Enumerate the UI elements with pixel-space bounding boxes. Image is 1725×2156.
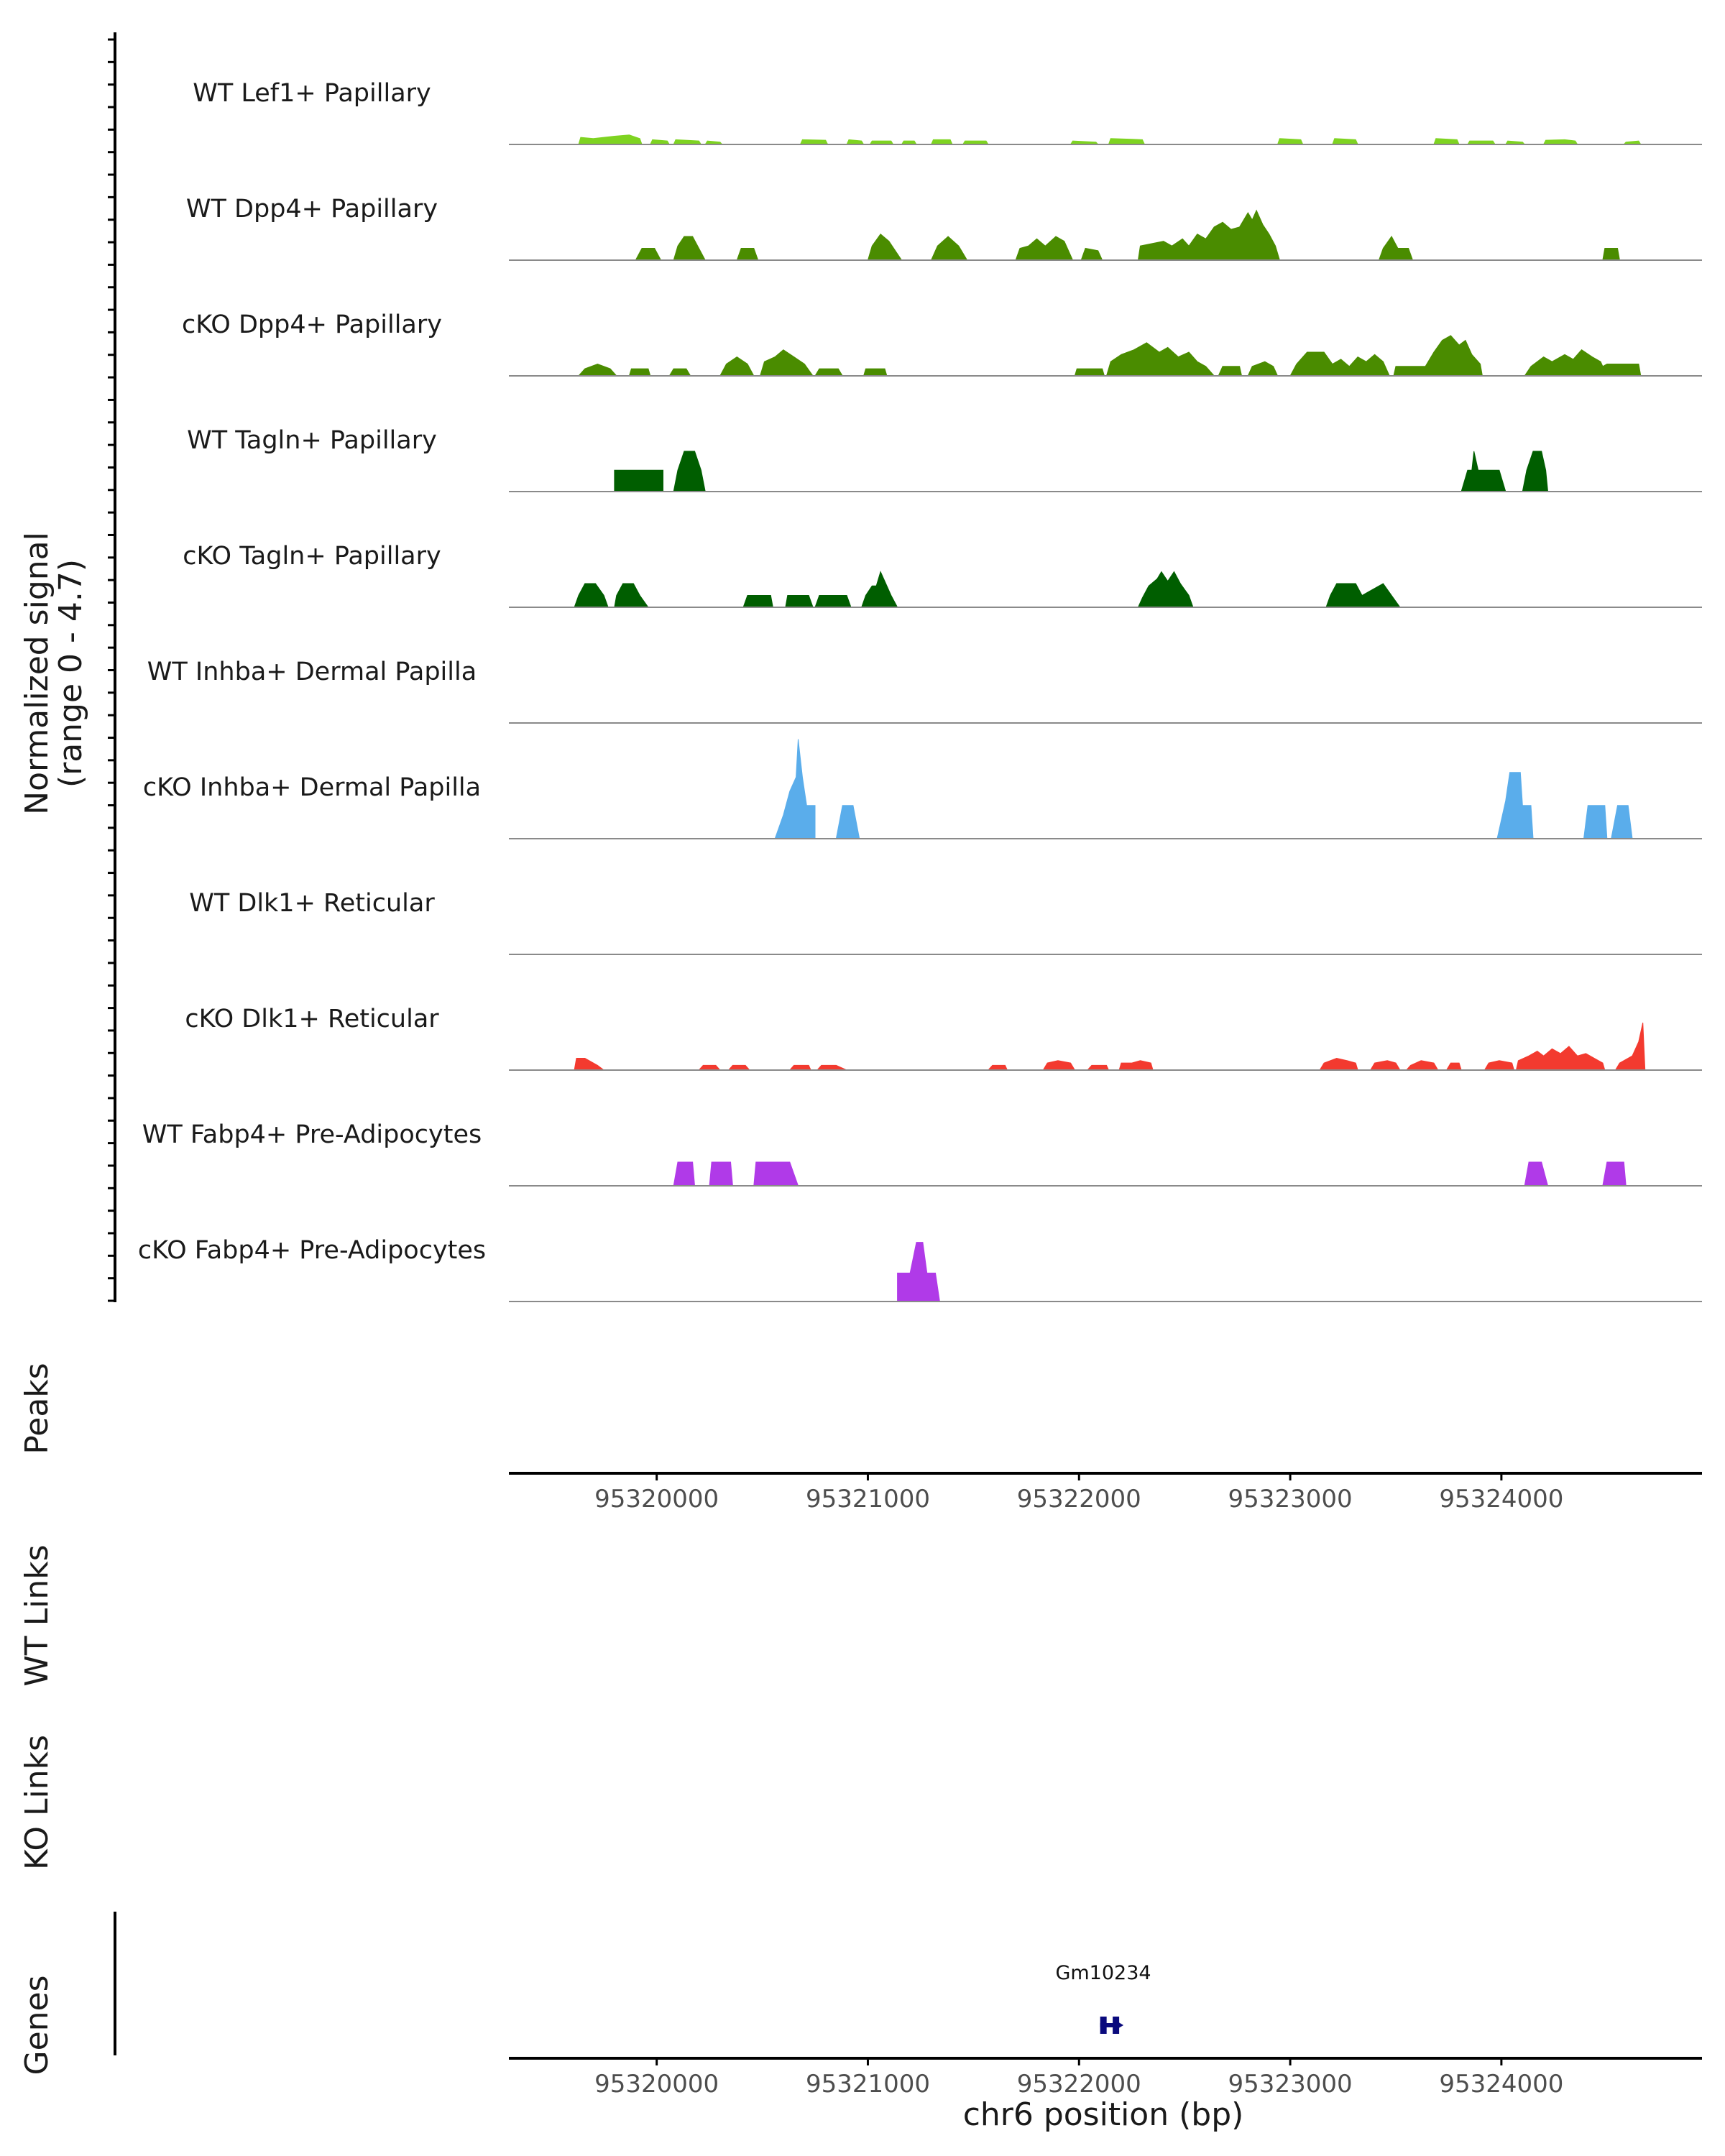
x-tick-label: 95324000 xyxy=(1439,2070,1563,2099)
x-tick-label: 95320000 xyxy=(594,2070,719,2099)
track-9: cKO Dlk1+ Reticular xyxy=(185,1005,1702,1071)
track-label: WT Inhba+ Dermal Papilla xyxy=(147,658,477,686)
gene-label: Gm10234 xyxy=(1055,1962,1151,1984)
track-2: WT Dpp4+ Papillary xyxy=(186,195,1702,261)
track-5: cKO Tagln+ Papillary xyxy=(183,542,1702,608)
ko-links-label: KO Links xyxy=(19,1735,55,1870)
genes-x-axis: 95320000 95321000 95322000 95323000 95324000 xyxy=(509,2057,1702,2099)
wt-links-label: WT Links xyxy=(19,1544,55,1686)
x-tick-label: 95323000 xyxy=(1228,2070,1353,2099)
track-label: WT Dpp4+ Papillary xyxy=(186,195,438,224)
track-10: WT Fabp4+ Pre-Adipocytes xyxy=(142,1120,1702,1187)
track-label: cKO Dpp4+ Papillary xyxy=(182,310,442,339)
track-label: WT Fabp4+ Pre-Adipocytes xyxy=(142,1120,482,1149)
track-3: cKO Dpp4+ Papillary xyxy=(182,310,1702,377)
ylabel-line2: (range 0 - 4.7) xyxy=(52,559,89,788)
track-1: WT Lef1+ Papillary xyxy=(193,79,1702,145)
coverage-y-axis xyxy=(108,32,116,1302)
x-tick-label: 95322000 xyxy=(1017,2070,1141,2099)
x-tick-label: 95323000 xyxy=(1228,1485,1353,1514)
x-tick-label: 95322000 xyxy=(1017,1485,1141,1514)
gene-track: Gm10234 xyxy=(1055,1962,1151,2034)
track-6: WT Inhba+ Dermal Papilla xyxy=(147,658,1702,724)
peaks-x-axis: 95320000 95321000 95322000 95323000 95324000 xyxy=(509,1472,1702,1514)
coverage-area xyxy=(577,335,1642,377)
x-tick-label: 95321000 xyxy=(806,2070,930,2099)
track-label: WT Dlk1+ Reticular xyxy=(189,889,435,918)
track-label: WT Tagln+ Papillary xyxy=(187,426,437,455)
track-4: WT Tagln+ Papillary xyxy=(187,426,1702,492)
track-label: cKO Tagln+ Papillary xyxy=(183,542,441,571)
x-tick-label: 95321000 xyxy=(806,1485,930,1514)
coverage-area xyxy=(897,1242,940,1302)
gene-strand-arrow xyxy=(1116,2021,1124,2030)
coverage-area xyxy=(574,1022,1646,1071)
coverage-tracks: WT Lef1+ Papillary WT Dpp4+ Papillary cKO … xyxy=(138,79,1702,1302)
coverage-area xyxy=(574,571,1401,608)
track-7: cKO Inhba+ Dermal Papilla xyxy=(143,739,1702,839)
ylabel-line1: Normalized signal xyxy=(19,532,55,815)
x-tick-label: 95320000 xyxy=(594,1485,719,1514)
track-label: WT Lef1+ Papillary xyxy=(193,79,431,108)
genes-label: Genes xyxy=(19,1975,55,2075)
track-8: WT Dlk1+ Reticular xyxy=(189,889,1702,955)
track-label: cKO Inhba+ Dermal Papilla xyxy=(143,773,481,802)
x-axis-title: chr6 position (bp) xyxy=(963,2096,1244,2133)
track-label: cKO Dlk1+ Reticular xyxy=(185,1005,439,1033)
peaks-label: Peaks xyxy=(19,1363,55,1454)
track-label: cKO Fabp4+ Pre-Adipocytes xyxy=(138,1236,486,1265)
x-tick-label: 95324000 xyxy=(1439,1485,1563,1514)
track-11: cKO Fabp4+ Pre-Adipocytes xyxy=(138,1236,1702,1302)
